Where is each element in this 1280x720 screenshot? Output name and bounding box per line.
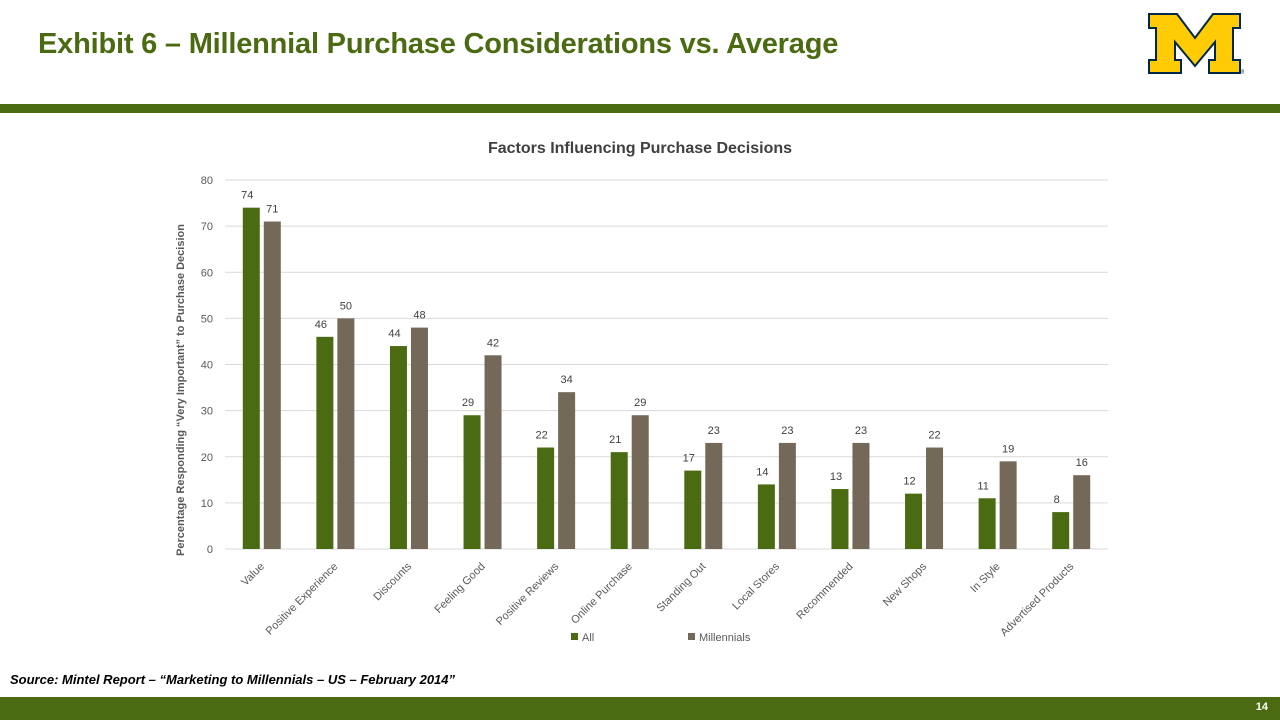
bar-millennials <box>410 327 428 549</box>
y-tick-label: 30 <box>201 406 213 418</box>
bar-millennials <box>852 442 870 549</box>
y-tick-label: 70 <box>201 221 213 233</box>
bar-all <box>905 493 923 549</box>
slide-title: Exhibit 6 – Millennial Purchase Consider… <box>38 28 839 60</box>
y-tick-label: 40 <box>201 360 213 372</box>
bar-all <box>831 489 849 549</box>
x-tick-label: Standing Out <box>655 561 709 615</box>
x-tick-label: Discounts <box>371 560 414 603</box>
data-label: 74 <box>241 190 253 202</box>
data-label: 29 <box>462 397 474 409</box>
legend-swatch <box>688 633 695 640</box>
logo-shape <box>1148 13 1241 74</box>
x-tick-label: Value <box>239 561 267 589</box>
bar-millennials <box>1073 475 1091 549</box>
bar-all <box>684 470 702 549</box>
data-label: 34 <box>561 374 573 386</box>
bar-millennials <box>631 415 649 549</box>
data-label: 17 <box>683 453 695 465</box>
bar-millennials <box>263 221 281 549</box>
page-number: 14 <box>1255 701 1268 713</box>
bar-all <box>610 452 628 549</box>
y-tick-label: 60 <box>201 267 213 279</box>
block-m-logo: ® <box>1148 13 1244 76</box>
data-label: 19 <box>1002 443 1014 455</box>
y-tick-label: 50 <box>201 313 213 325</box>
x-tick-label: New Shops <box>881 560 930 609</box>
data-label: 42 <box>487 337 499 349</box>
data-label: 50 <box>340 300 352 312</box>
bar-all <box>757 484 775 549</box>
bar-all <box>463 415 481 549</box>
bar-millennials <box>999 461 1017 549</box>
chart-title: Factors Influencing Purchase Decisions <box>488 140 792 157</box>
data-label: 23 <box>855 425 867 437</box>
y-tick-label: 10 <box>201 498 213 510</box>
x-tick-label: Online Purchase <box>569 561 635 627</box>
data-label: 22 <box>928 430 940 442</box>
legend-label: All <box>582 632 594 644</box>
y-axis-title: Percentage Responding “Very Important” t… <box>175 224 187 556</box>
data-label: 14 <box>756 466 768 478</box>
data-label: 12 <box>903 476 915 488</box>
y-tick-label: 80 <box>201 175 213 187</box>
y-tick-label: 20 <box>201 452 213 464</box>
bar-millennials <box>337 318 355 549</box>
data-label: 13 <box>830 471 842 483</box>
bar-millennials <box>926 447 944 549</box>
data-label: 29 <box>634 397 646 409</box>
x-tick-label: Advertised Products <box>998 560 1076 638</box>
bar-all <box>978 498 996 549</box>
bar-all <box>316 336 334 549</box>
legend-swatch <box>571 633 578 640</box>
legend: All Millennials <box>571 632 751 644</box>
source-note: Source: Mintel Report – “Marketing to Mi… <box>10 672 456 687</box>
bar-all <box>242 207 260 550</box>
x-tick-label: Positive Experience <box>264 561 341 638</box>
x-tick-label: Feeling Good <box>432 561 487 616</box>
data-label: 48 <box>413 310 425 322</box>
data-label: 16 <box>1076 457 1088 469</box>
x-tick-label: Positive Reviews <box>494 560 562 628</box>
bar-millennials <box>484 355 502 549</box>
data-label: 8 <box>1054 494 1060 506</box>
bar-millennials <box>778 442 796 549</box>
data-label: 21 <box>609 434 621 446</box>
x-tick-label: Recommended <box>794 561 855 622</box>
header-divider <box>0 104 1280 113</box>
bar-millennials <box>705 442 723 549</box>
footer-bar: 14 <box>0 697 1280 720</box>
legend-label: Millennials <box>699 632 751 644</box>
x-tick-label: Local Stores <box>730 560 782 612</box>
bar-millennials <box>558 392 576 549</box>
bar-all <box>537 447 555 549</box>
svg-text:®: ® <box>1241 69 1244 76</box>
data-label: 22 <box>536 430 548 442</box>
data-labels: 74 71 46 50 44 48 29 42 22 34 21 29 17 23 14 23 13 23 12 22… <box>241 190 1088 506</box>
data-label: 23 <box>781 425 793 437</box>
x-tick-label: In Style <box>968 561 1002 595</box>
data-label: 46 <box>315 319 327 331</box>
data-label: 23 <box>708 425 720 437</box>
data-label: 44 <box>388 328 400 340</box>
data-label: 11 <box>977 480 988 492</box>
gridlines: 0 10 20 30 40 50 60 70 80 <box>201 175 1108 556</box>
data-label: 71 <box>266 204 278 216</box>
bar-all <box>1052 512 1070 549</box>
bars <box>242 207 1091 550</box>
bar-all <box>389 346 407 549</box>
y-tick-label: 0 <box>207 544 213 556</box>
